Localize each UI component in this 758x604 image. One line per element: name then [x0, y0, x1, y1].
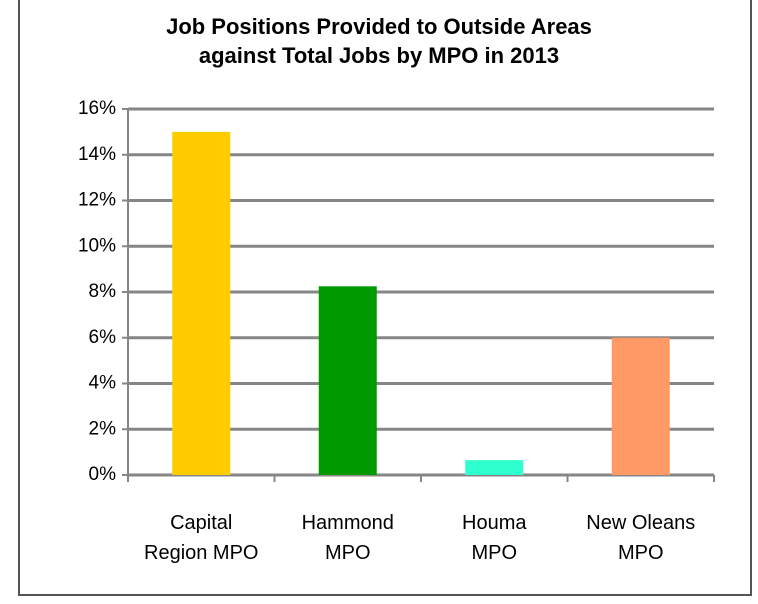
y-tick-label: 6% [89, 327, 117, 348]
x-tick-label: New Oleans MPO [586, 512, 696, 564]
bar [172, 131, 231, 475]
chart-title: Job Positions Provided to Outside Areas … [166, 14, 592, 68]
bar [611, 337, 670, 475]
y-tick-label: 16% [78, 98, 116, 119]
y-tick-label: 14% [78, 144, 116, 165]
y-tick-label: 10% [78, 235, 116, 256]
x-tick-label: Hammond MPO [301, 512, 394, 564]
y-tick-label: 8% [89, 281, 117, 302]
chart-frame [18, 0, 752, 596]
y-tick-label: 4% [89, 373, 117, 394]
y-tick-label: 2% [89, 418, 117, 439]
bar [318, 286, 377, 475]
y-tick-label: 0% [89, 464, 117, 485]
x-tick-label: Capital Region MPO [144, 512, 259, 564]
bar [465, 460, 524, 475]
x-tick-label: Houma MPO [462, 512, 527, 564]
y-tick-label: 12% [78, 190, 116, 211]
